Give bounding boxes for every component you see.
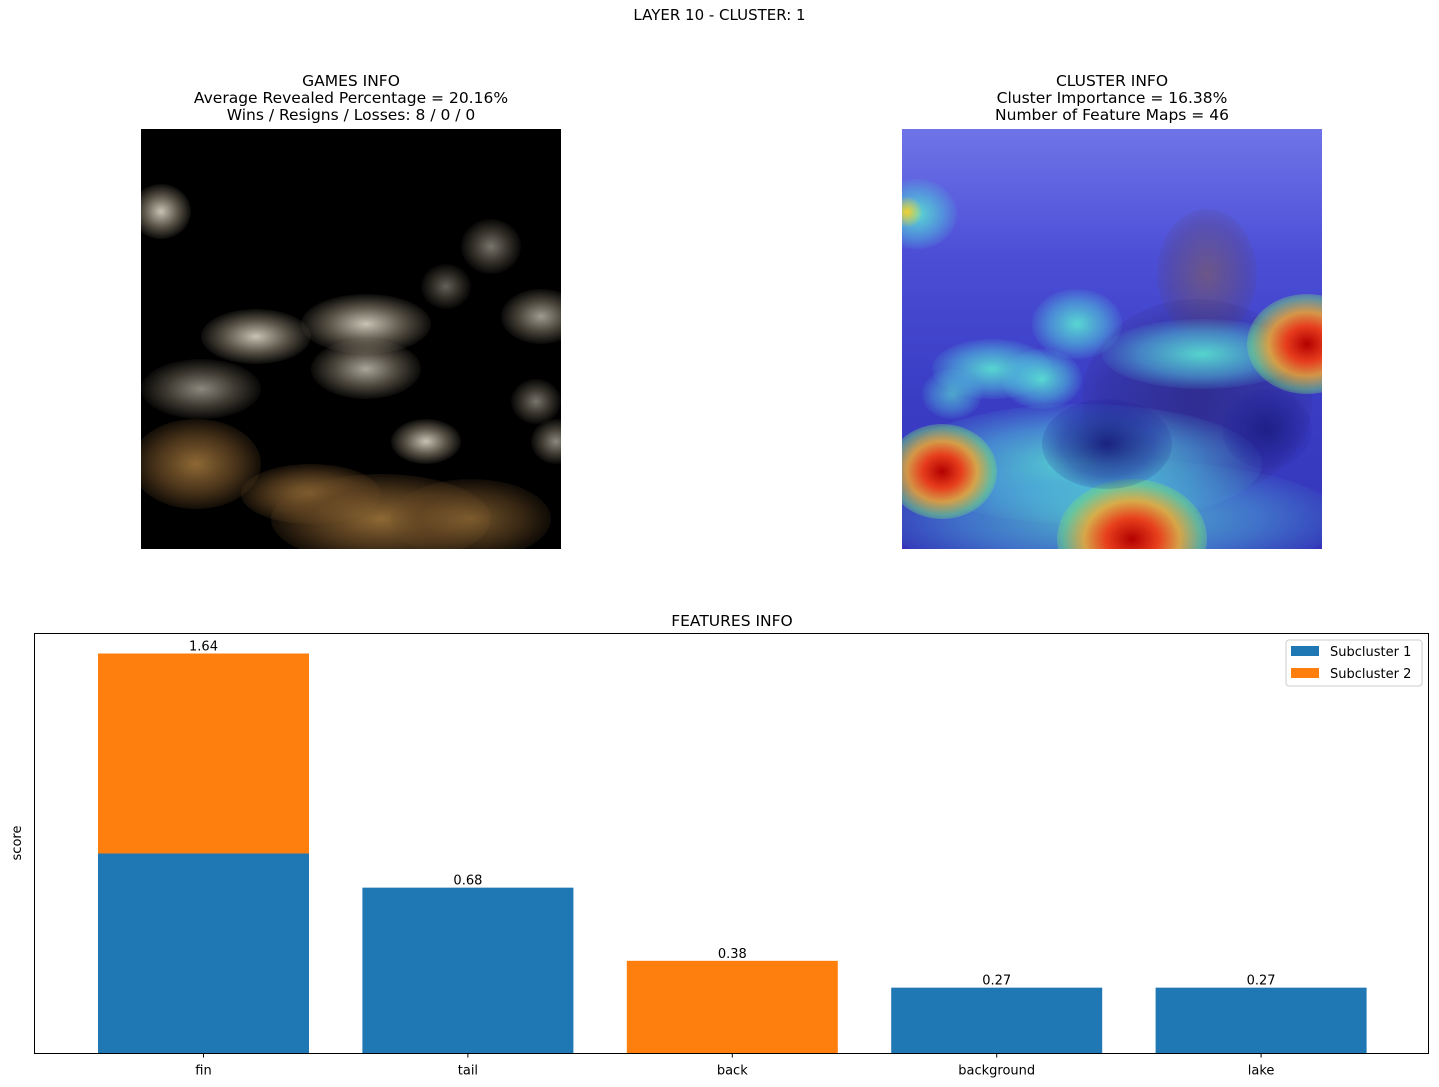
cluster-heatmap-image — [902, 129, 1322, 549]
bar-fin-subcluster-2 — [98, 653, 309, 854]
games-info-title-block: GAMES INFO Average Revealed Percentage =… — [141, 73, 561, 124]
bar-fin-subcluster-1 — [98, 853, 309, 1054]
plot-frame — [34, 633, 1429, 1054]
avg-revealed-percentage: Average Revealed Percentage = 20.16% — [193, 89, 509, 107]
revealed-image — [141, 129, 561, 549]
bar-tail-subcluster-1 — [362, 887, 574, 1054]
bar-total-label-lake: 0.27 — [1247, 974, 1276, 989]
legend-swatch-subcluster-1 — [1291, 646, 1319, 656]
x-tick-label-background: background — [958, 1064, 1035, 1079]
games-info-title: GAMES INFO — [302, 72, 400, 90]
legend-swatch-subcluster-2 — [1291, 668, 1319, 678]
legend-label-subcluster-1: Subcluster 1 — [1330, 645, 1411, 660]
legend-label-subcluster-2: Subcluster 2 — [1330, 667, 1411, 682]
bar-total-label-background: 0.27 — [982, 974, 1011, 989]
x-tick-label-back: back — [717, 1064, 748, 1079]
bar-total-label-fin: 1.64 — [189, 640, 218, 655]
features-chart-title: FEATURES INFO — [671, 612, 793, 630]
x-tick-label-lake: lake — [1248, 1064, 1275, 1079]
legend-box — [1285, 639, 1423, 687]
x-tick-label-fin: fin — [195, 1064, 211, 1079]
bar-back-subcluster-2 — [626, 960, 838, 1054]
y-axis-label: score — [10, 826, 25, 861]
bar-total-label-tail: 0.68 — [453, 874, 482, 889]
feature-maps-count: Number of Feature Maps = 46 — [995, 106, 1229, 124]
cluster-info-title-block: CLUSTER INFO Cluster Importance = 16.38%… — [902, 73, 1322, 124]
figure-suptitle: LAYER 10 - CLUSTER: 1 — [633, 6, 806, 24]
cluster-info-title: CLUSTER INFO — [1055, 72, 1169, 90]
x-tick-label-tail: tail — [458, 1064, 478, 1079]
legend: Subcluster 1 Subcluster 2 — [1285, 639, 1423, 687]
bar-total-label-back: 0.38 — [718, 947, 747, 962]
cluster-importance: Cluster Importance = 16.38% — [996, 89, 1228, 107]
bar-lake-subcluster-1 — [1155, 987, 1367, 1054]
wins-resigns-losses: Wins / Resigns / Losses: 8 / 0 / 0 — [226, 106, 476, 124]
bar-background-subcluster-1 — [891, 987, 1103, 1054]
